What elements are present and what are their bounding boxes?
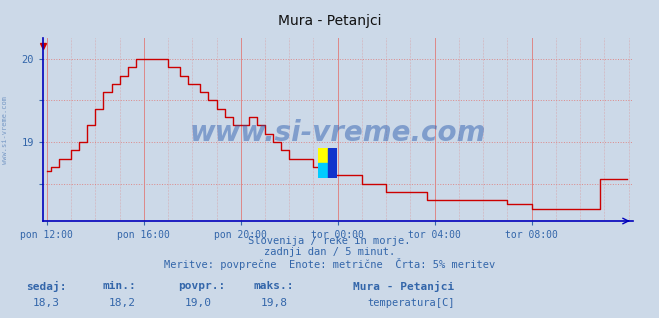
Text: Slovenija / reke in morje.: Slovenija / reke in morje. [248, 236, 411, 246]
Text: www.si-vreme.com: www.si-vreme.com [2, 96, 9, 164]
Bar [328, 148, 337, 178]
Bar [318, 148, 328, 163]
Text: zadnji dan / 5 minut.: zadnji dan / 5 minut. [264, 247, 395, 257]
Text: 19,8: 19,8 [260, 298, 287, 308]
Text: www.si-vreme.com: www.si-vreme.com [190, 119, 486, 147]
Text: povpr.:: povpr.: [178, 281, 225, 291]
Text: min.:: min.: [102, 281, 136, 291]
Text: maks.:: maks.: [254, 281, 294, 291]
Text: 19,0: 19,0 [185, 298, 212, 308]
Text: 18,2: 18,2 [109, 298, 136, 308]
Text: Meritve: povprečne  Enote: metrične  Črta: 5% meritev: Meritve: povprečne Enote: metrične Črta:… [164, 258, 495, 270]
Text: Mura - Petanjci: Mura - Petanjci [277, 14, 382, 28]
Bar [318, 163, 328, 178]
Text: 18,3: 18,3 [33, 298, 60, 308]
Text: temperatura[C]: temperatura[C] [368, 298, 455, 308]
Text: Mura - Petanjci: Mura - Petanjci [353, 281, 454, 293]
Text: sedaj:: sedaj: [26, 281, 67, 293]
